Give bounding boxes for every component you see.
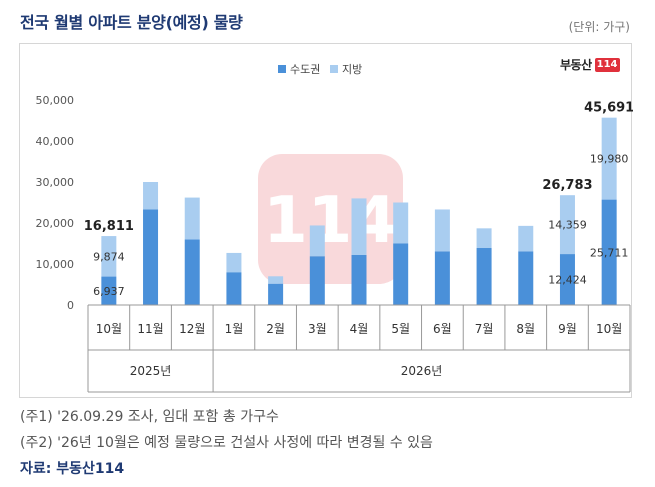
bar-segment [601,199,617,305]
x-tick-label: 10월 [596,322,622,336]
bar-chart: 114 0 10,000 20,000 30,000 40,000 50,000 수도권 지방 6… [36,63,633,393]
legend-label: 수도권 [290,63,320,76]
bar-segment [559,254,575,305]
source-label: 자료: 부동산114 [20,461,125,477]
x-tick-label: 6월 [433,322,452,336]
bar-segment [309,225,325,257]
x-tick-label: 2월 [266,322,285,336]
bar-segment [434,209,450,252]
bar-segment [143,182,159,210]
bar-segment [101,276,117,305]
data-label: 19,980 [590,153,629,166]
bar-segment [476,228,492,249]
total-label: 45,691 [584,101,633,116]
x-tick-label: 1월 [225,322,244,336]
unit-label: (단위: 가구) [568,20,630,34]
x-tick-label: 7월 [475,322,494,336]
y-tick-label: 30,000 [36,176,75,189]
bar-segment [268,276,284,284]
bar-segment [518,251,534,305]
bar-segment [309,256,325,305]
bar-segment [393,202,409,244]
legend-swatch [330,65,338,73]
x-tick-label: 8월 [516,322,535,336]
x-tick-label: 5월 [391,322,410,336]
bar-segment [434,251,450,305]
legend-swatch [278,65,286,73]
brand-text: 부동산 [560,58,592,72]
x-tick-label: 12월 [179,322,205,336]
watermark-shape [258,154,403,284]
data-label: 9,874 [93,250,125,263]
x-tick-label: 11월 [137,322,163,336]
bar-segment [268,283,284,305]
data-label: 12,424 [548,274,587,287]
y-tick-label: 10,000 [36,258,75,271]
bar-segment [184,197,200,240]
year-group-label: 2026년 [401,364,443,378]
chart-panel: 114 0 10,000 20,000 30,000 40,000 50,000 수도권 지방 6… [19,43,633,398]
legend-label: 지방 [342,63,362,76]
y-tick-label: 50,000 [36,94,75,107]
bar-segment [184,239,200,305]
data-label: 25,711 [590,246,629,259]
total-label: 26,783 [542,178,592,193]
bar-segment [601,117,617,200]
bar-segment [559,195,575,255]
brand-badge: 114 [594,57,620,72]
bar-segment [476,248,492,305]
bar-segment [351,198,367,255]
bar-segment [393,243,409,305]
chart-title: 전국 월별 아파트 분양(예정) 물량 [20,13,243,32]
bar-segment [226,252,242,273]
bar-segment [518,225,534,252]
bar-segment [351,254,367,305]
footnote-1: (주1) '26.09.29 조사, 임대 포함 총 가구수 [20,409,279,425]
x-tick-label: 3월 [308,322,327,336]
y-tick-label: 40,000 [36,135,75,148]
bar-segment [143,209,159,305]
bar-segment [226,272,242,305]
bar-segment [101,236,117,277]
brand-logo: 부동산 114 [560,56,620,73]
watermark-logo: 114 [258,154,403,284]
x-tick-label: 4월 [350,322,369,336]
data-label: 6,937 [93,285,125,298]
footnote-2: (주2) '26년 10월은 예정 물량으로 건설사 사정에 따라 변경될 수 … [20,435,433,451]
data-label: 14,359 [548,219,587,232]
y-tick-label: 0 [67,299,74,312]
x-tick-label: 9월 [558,322,577,336]
total-label: 16,811 [84,219,134,234]
watermark-text: 114 [263,184,397,258]
year-group-label: 2025년 [130,364,172,378]
x-tick-label: 10월 [96,322,122,336]
y-tick-label: 20,000 [36,217,75,230]
